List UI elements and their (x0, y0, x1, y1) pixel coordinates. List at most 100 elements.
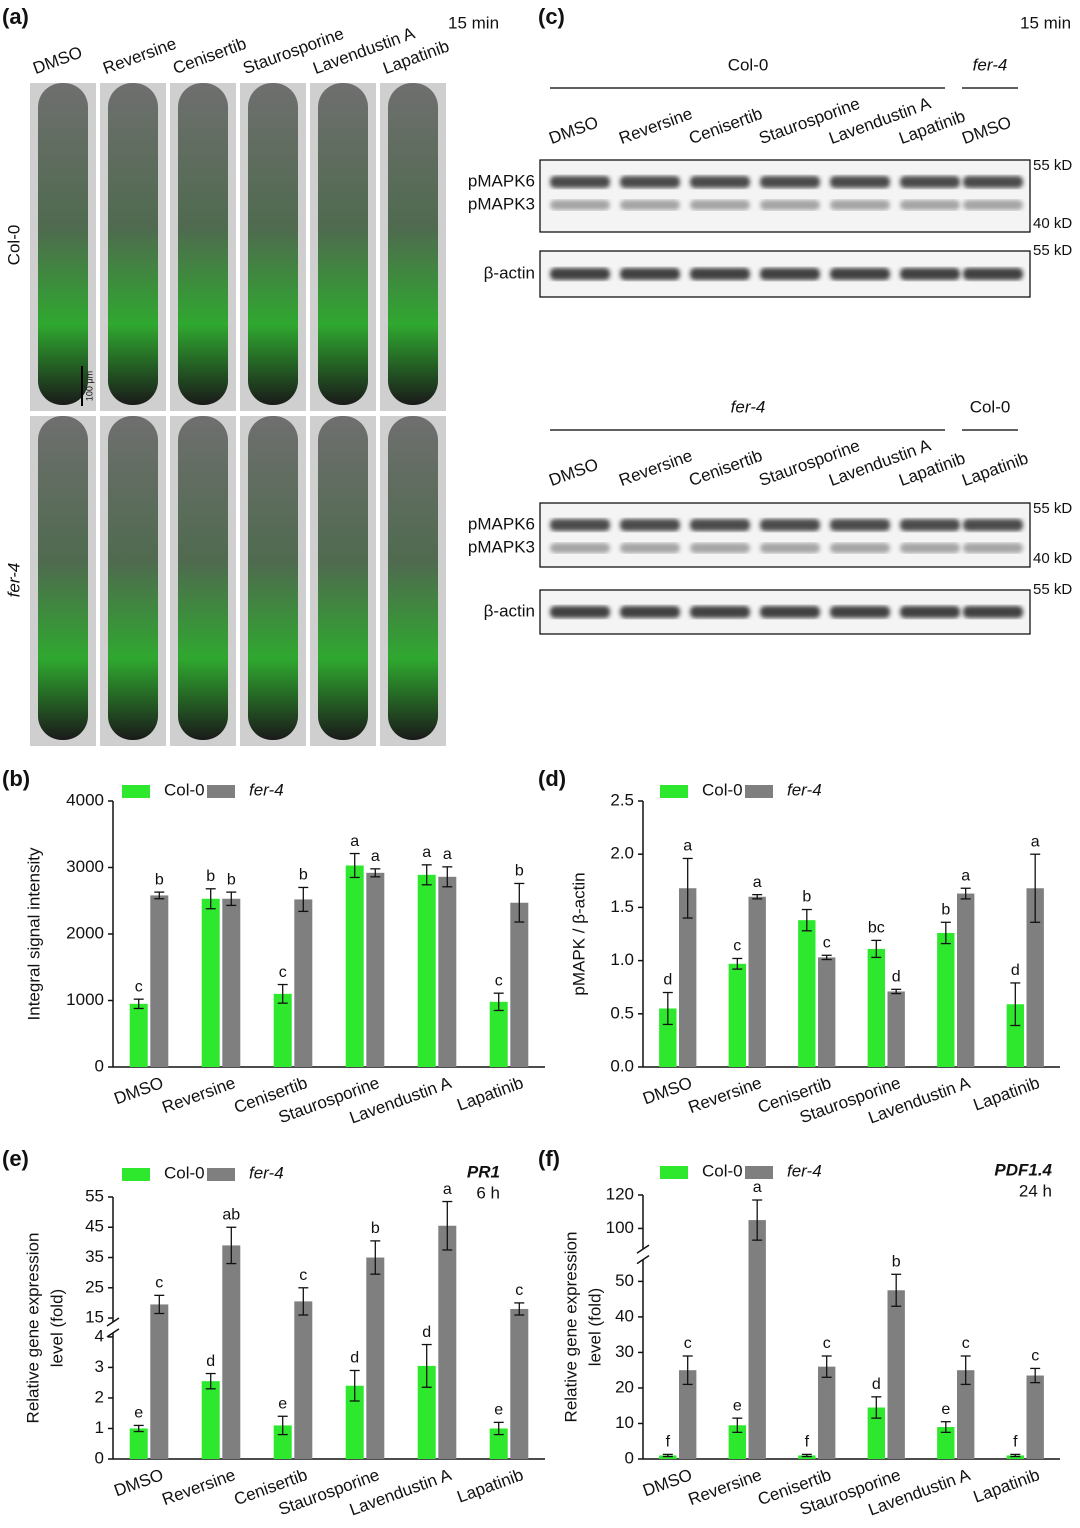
x-tick-label: Reversine (159, 1073, 237, 1117)
bar (957, 893, 975, 1067)
significance-letter: d (206, 1353, 215, 1370)
y-tick-label: 35 (85, 1247, 104, 1266)
band (690, 543, 750, 553)
significance-letter: c (733, 938, 741, 955)
group-label: fer-4 (731, 397, 766, 416)
bar (1026, 1375, 1044, 1459)
y-tick-label: 40 (615, 1306, 634, 1325)
significance-letter: b (515, 863, 524, 880)
lane-label: Cenisertib (686, 104, 764, 148)
marker-label: 55 kD (1033, 581, 1072, 598)
root-image (178, 416, 228, 740)
root-image (38, 83, 88, 405)
bar (937, 932, 955, 1067)
band (830, 519, 890, 531)
row-label: fer-4 (4, 563, 23, 598)
significance-letter: d (350, 1350, 359, 1367)
y-tick-label: 3000 (66, 857, 104, 876)
x-tick-label: DMSO (111, 1465, 165, 1500)
band (900, 200, 960, 210)
root-image (388, 83, 438, 405)
y-tick-label: 2.5 (610, 790, 634, 809)
band (550, 606, 610, 618)
treatment-label: DMSO (30, 43, 84, 78)
x-tick-label: Lapatinib (455, 1465, 526, 1506)
treatment-label: Cenisertib (170, 34, 248, 78)
significance-letter: b (371, 1220, 380, 1237)
blot (539, 502, 1031, 568)
marker-label: 55 kD (1033, 242, 1072, 259)
y-axis-label: Relative gene expression (23, 1233, 42, 1424)
axis-break (106, 1328, 120, 1338)
y-tick-label: 55 (85, 1186, 104, 1205)
significance-letter: d (1011, 962, 1020, 979)
bar (510, 1308, 529, 1459)
bar (345, 865, 364, 1067)
bar (489, 1428, 508, 1459)
y-axis-label: Integral signal intensity (24, 847, 43, 1020)
root-image (108, 416, 158, 740)
bar (679, 1370, 697, 1459)
significance-letter: ab (222, 1206, 240, 1223)
panel-label: (e) (2, 1146, 29, 1171)
axis-break (636, 1244, 650, 1254)
band-label: β-actin (484, 263, 535, 282)
band (963, 606, 1023, 618)
band (963, 176, 1023, 188)
y-tick-label: 1 (95, 1418, 104, 1437)
bar (366, 872, 385, 1067)
bar (1006, 1455, 1024, 1459)
blot (539, 159, 1031, 233)
bar (867, 948, 885, 1067)
bar (222, 1245, 241, 1459)
band (690, 176, 750, 188)
band (830, 606, 890, 618)
band (550, 200, 610, 210)
marker-label: 40 kD (1033, 215, 1072, 232)
legend-swatch (207, 1168, 235, 1181)
bar (294, 1301, 313, 1459)
significance-letter: c (1031, 1348, 1039, 1365)
root-image (38, 416, 88, 740)
bar (366, 1257, 385, 1459)
significance-letter: a (1031, 833, 1040, 850)
y-tick-label: 2 (95, 1387, 104, 1406)
y-tick-label: 0.5 (610, 1003, 634, 1022)
y-tick-label: 1000 (66, 990, 104, 1009)
band (620, 519, 680, 531)
x-tick-label: Reversine (686, 1073, 764, 1117)
y-tick-label: 120 (606, 1184, 634, 1203)
significance-letter: c (823, 934, 831, 951)
band (620, 543, 680, 553)
legend-label: Col-0 (164, 1163, 205, 1182)
band (963, 200, 1023, 210)
band (830, 268, 890, 280)
significance-letter: c (684, 1335, 692, 1352)
band (760, 200, 820, 210)
band (900, 606, 960, 618)
bar (294, 899, 313, 1067)
band (830, 176, 890, 188)
significance-letter: a (422, 844, 431, 861)
band-label: β-actin (484, 601, 535, 620)
band (690, 268, 750, 280)
band-label: pMAPK3 (468, 537, 535, 556)
panel-label: (c) (538, 4, 565, 29)
y-tick-label: 3 (95, 1357, 104, 1376)
band (963, 268, 1023, 280)
band (550, 519, 610, 531)
significance-letter: b (892, 1254, 901, 1271)
bar (659, 1008, 677, 1067)
band (760, 268, 820, 280)
bar (798, 1455, 816, 1459)
bar (417, 1365, 436, 1459)
significance-letter: e (733, 1397, 742, 1414)
significance-letter: c (155, 1275, 163, 1292)
significance-letter: d (892, 969, 901, 986)
significance-letter: d (663, 972, 672, 989)
bar (887, 1290, 905, 1459)
bar (273, 993, 292, 1067)
bar (679, 888, 697, 1067)
group-label: fer-4 (973, 55, 1008, 74)
significance-letter: a (350, 833, 359, 850)
